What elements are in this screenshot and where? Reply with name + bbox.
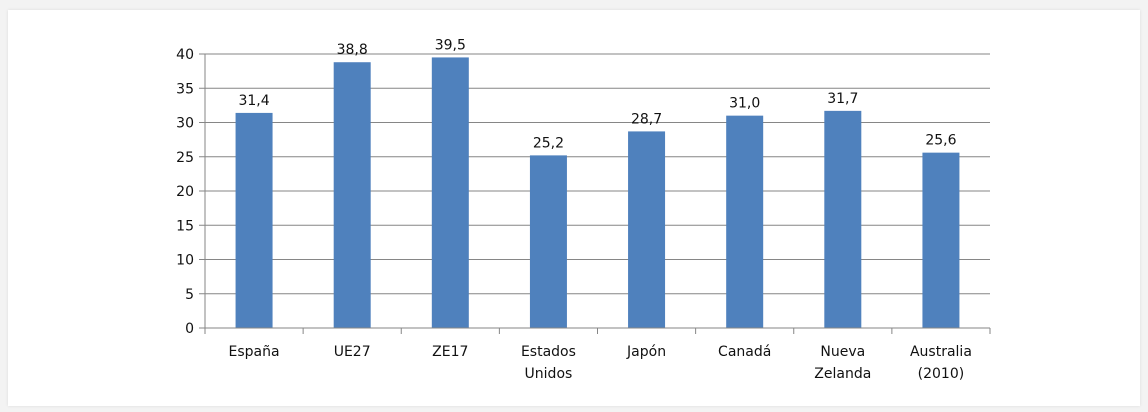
- y-tick-label: 5: [185, 287, 194, 303]
- y-axis-tick-labels: 0 5 10 15 20 25 30 35 40: [176, 47, 194, 337]
- bar: [235, 112, 273, 328]
- x-category-label: Japón: [626, 344, 666, 360]
- bar: [922, 152, 960, 328]
- bar: [824, 110, 862, 328]
- y-tick-label: 25: [176, 150, 194, 166]
- data-label: 39,5: [435, 37, 466, 53]
- data-label: 25,6: [925, 133, 956, 149]
- axes: [199, 53, 991, 334]
- data-label: 31,4: [238, 93, 269, 109]
- x-category-label: Zelanda: [814, 366, 871, 382]
- y-tick-label: 20: [176, 184, 194, 200]
- y-tick-label: 35: [176, 81, 194, 97]
- bar: [628, 131, 666, 328]
- x-category-label: España: [229, 344, 280, 360]
- y-tick-label: 10: [176, 253, 194, 269]
- x-category-label: Canadá: [718, 344, 771, 360]
- x-axis-category-labels: España UE27 ZE17 Estados Unidos Japón Canadá Nu…: [229, 344, 972, 382]
- x-category-label: ZE17: [432, 344, 468, 360]
- x-category-label: Nueva: [820, 344, 865, 360]
- gridlines: [205, 53, 990, 295]
- chart-panel: 0 5 10 15 20 25 30 35 40 España UE27 ZE17 Estados Un…: [8, 10, 1140, 406]
- data-label: 25,2: [533, 135, 564, 151]
- data-label: 28,7: [631, 111, 662, 127]
- bar: [726, 115, 764, 329]
- x-category-label: (2010): [918, 366, 965, 382]
- y-tick-label: 40: [176, 47, 194, 63]
- x-category-label: Australia: [910, 344, 972, 360]
- bars: [235, 57, 960, 329]
- bar: [431, 57, 469, 329]
- bar: [333, 62, 371, 328]
- y-tick-label: 15: [176, 218, 194, 234]
- bar: [529, 155, 567, 328]
- data-label: 31,7: [827, 91, 858, 107]
- data-label: 31,0: [729, 96, 760, 112]
- x-category-label: UE27: [334, 344, 371, 360]
- data-labels: 31,4 38,8 39,5 25,2 28,7 31,0 31,7 25,6: [238, 37, 956, 151]
- x-category-label: Estados: [521, 344, 576, 360]
- x-category-label: Unidos: [525, 366, 573, 382]
- y-tick-label: 30: [176, 116, 194, 132]
- bar-chart: 0 5 10 15 20 25 30 35 40 España UE27 ZE17 Estados Un…: [176, 37, 991, 382]
- data-label: 38,8: [337, 42, 368, 58]
- y-tick-label: 0: [185, 321, 194, 337]
